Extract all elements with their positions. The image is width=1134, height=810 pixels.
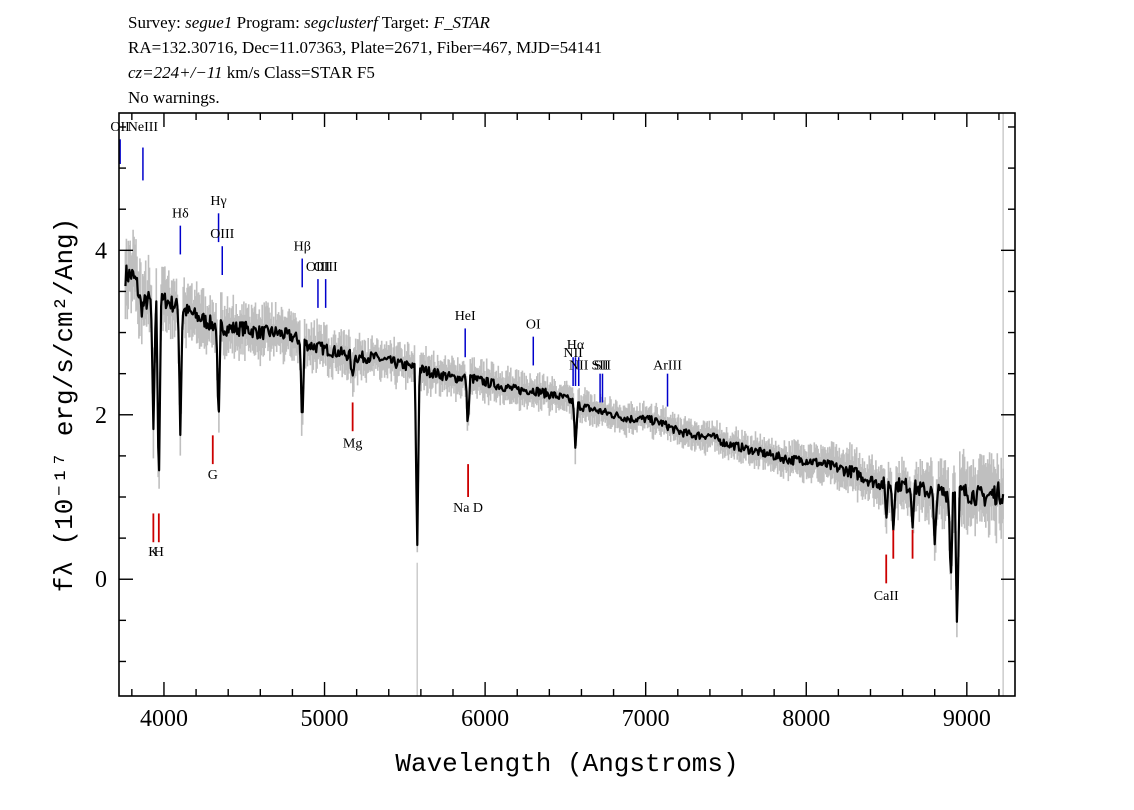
x-tick-label: 6000 (461, 706, 509, 732)
absorption-label: CaII (874, 589, 899, 604)
absorption-label: H (154, 545, 164, 560)
header-line-4: No warnings. (128, 88, 220, 107)
emission-label: SII (594, 359, 611, 374)
emission-label: Hγ (210, 194, 226, 209)
emission-label: SII (592, 359, 609, 374)
emission-label: OIII (306, 260, 330, 275)
emission-label: Hα (567, 338, 585, 353)
emission-label: OI (526, 317, 541, 332)
program-label: Program: (232, 13, 305, 32)
x-tick-label: 8000 (782, 706, 830, 732)
plot-frame (118, 112, 1016, 697)
program-value: segclusterf (304, 13, 378, 32)
emission-label: HeI (455, 309, 476, 324)
emission-label: Hδ (172, 206, 189, 221)
y-tick-label: 2 (95, 403, 107, 429)
y-tick-label: 4 (95, 238, 107, 264)
axes: 4000 5000 6000 7000 8000 9000 0 2 4 (95, 112, 1016, 732)
emission-label: Hβ (294, 239, 311, 254)
header-line-2: RA=132.30716, Dec=11.07363, Plate=2671, … (128, 38, 603, 57)
absorption-label: Mg (343, 437, 362, 452)
header-line-3: cz=224+/−11 km/s Class=STAR F5 (128, 62, 375, 84)
flux-layer (124, 264, 1005, 623)
x-tick-label: 9000 (943, 706, 991, 732)
noise-band (124, 229, 1004, 638)
survey-value: segue1 (185, 13, 233, 32)
emission-label: OIII (314, 260, 338, 275)
noise-band-layer (124, 113, 1004, 696)
x-axis-title: Wavelength (Angstroms) (395, 749, 738, 779)
y-axis-title: fλ (10⁻¹⁷ erg/s/cm²/Ang) (50, 218, 80, 593)
absorption-label: K (148, 545, 158, 560)
emission-label: OIII (210, 227, 234, 242)
header-line-1: Survey: segue1 Program: segclusterf Targ… (128, 12, 490, 34)
x-tick-label: 5000 (301, 706, 349, 732)
class-info: km/s Class=STAR F5 (222, 63, 375, 82)
target-label: Target: (377, 13, 434, 32)
target-value: F_STAR (433, 13, 490, 32)
emission-label: NII (569, 359, 589, 374)
absorption-label: Na D (453, 501, 483, 516)
flux-line (124, 264, 1005, 623)
absorption-label: G (208, 468, 218, 483)
emission-label: NeIII (128, 120, 159, 135)
survey-label: Survey: (128, 13, 186, 32)
emission-label: ArIII (653, 359, 682, 374)
redshift-value: cz=224+/−11 (128, 63, 223, 82)
y-tick-label: 0 (95, 567, 107, 593)
x-tick-label: 7000 (622, 706, 670, 732)
x-tick-label: 4000 (140, 706, 188, 732)
